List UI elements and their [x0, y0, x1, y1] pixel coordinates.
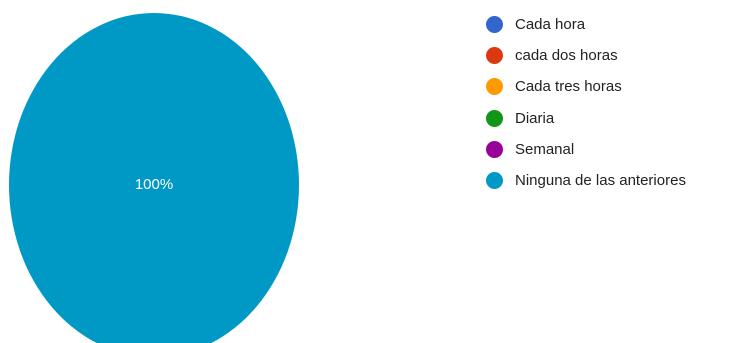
legend-label: Semanal [515, 140, 575, 158]
legend-swatch [486, 172, 503, 190]
legend-item-cada-hora: Cada hora [486, 9, 686, 40]
legend-item-semanal: Semanal [486, 134, 686, 165]
legend-item-cada-dos-horas: cada dos horas [486, 40, 686, 71]
legend-label: Ninguna de las anteriores [515, 172, 686, 190]
legend-swatch [486, 109, 503, 127]
legend-swatch [486, 47, 503, 65]
legend-swatch [486, 140, 503, 158]
legend-label: Cada tres horas [515, 78, 622, 96]
legend-item-cada-tres-horas: Cada tres horas [486, 71, 686, 102]
legend-item-ninguna-de-las-anteriores: Ninguna de las anteriores [486, 165, 686, 196]
legend-swatch [486, 16, 503, 34]
legend-swatch [486, 78, 503, 96]
legend-label: Cada hora [515, 16, 586, 34]
pie-slice-ninguna-de-las-anteriores [9, 13, 299, 343]
chart-legend: Cada hora cada dos horas Cada tres horas Di… [486, 9, 686, 196]
legend-item-diaria: Diaria [486, 103, 686, 134]
legend-label: Diaria [515, 109, 555, 127]
legend-label: cada dos horas [515, 47, 618, 65]
slice-label-ninguna-de-las-anteriores: 100% [135, 176, 173, 193]
